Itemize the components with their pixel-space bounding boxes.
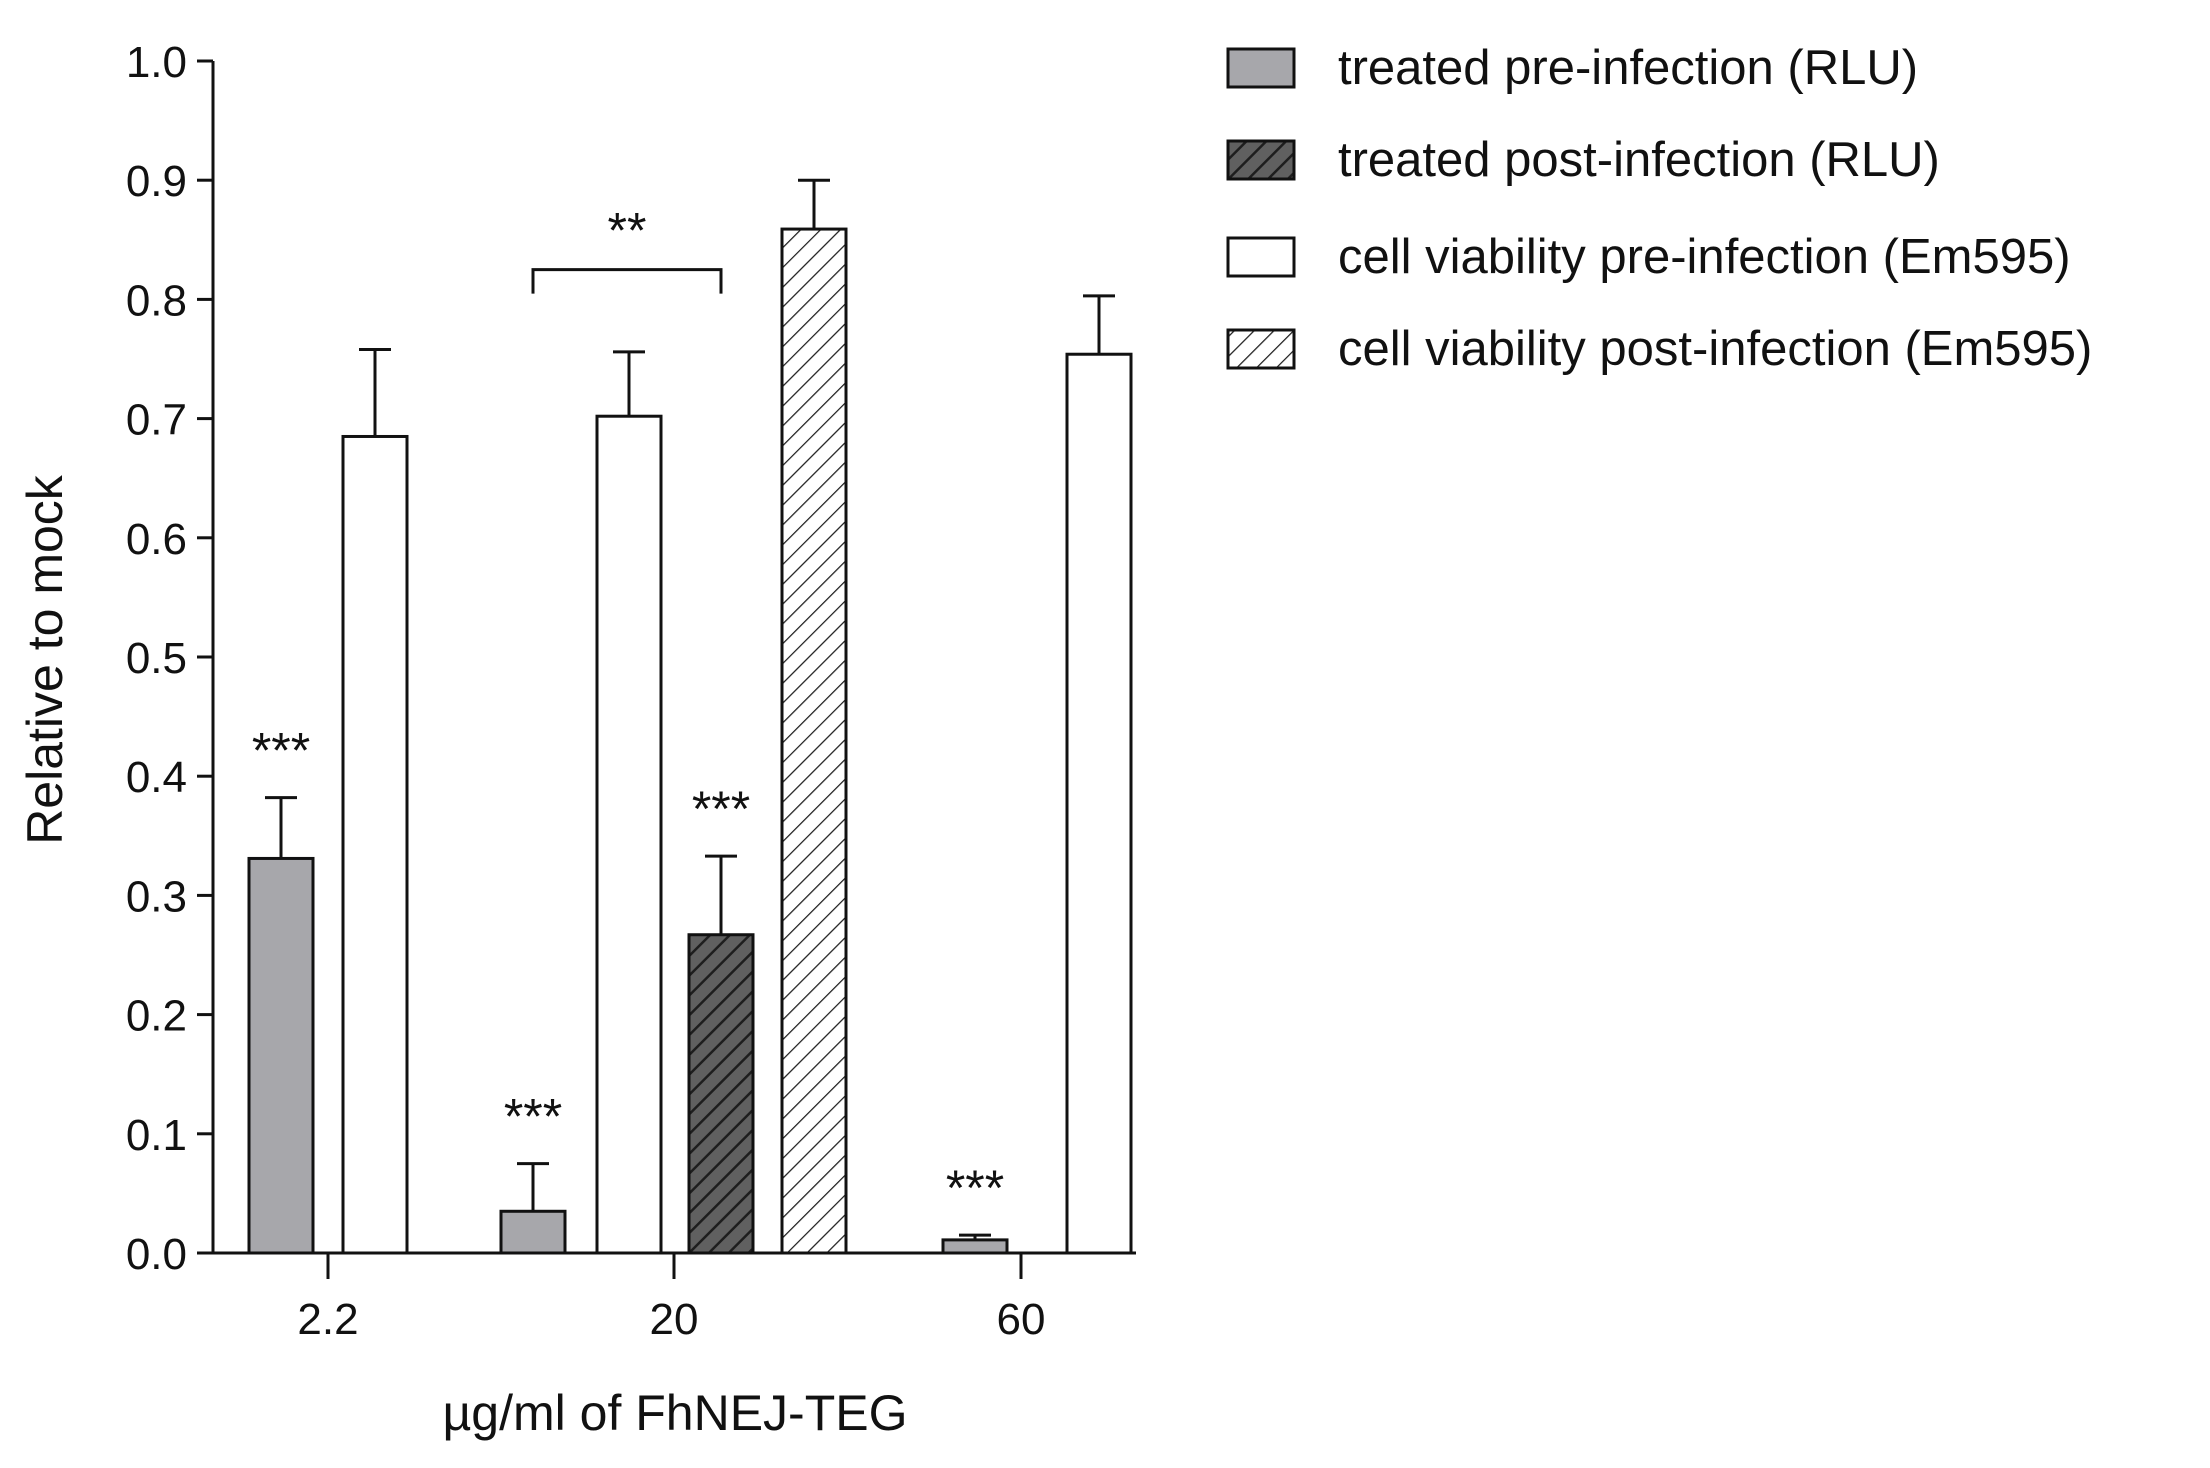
bar <box>941 1238 1009 1255</box>
bars <box>247 178 1133 1255</box>
significance-stars: *** <box>504 1089 562 1145</box>
legend-swatch <box>1226 328 1296 370</box>
legend-label: cell viability pre-infection (Em595) <box>1338 230 2071 284</box>
significance-stars: *** <box>692 781 750 837</box>
significance-bracket <box>531 268 723 294</box>
bar <box>247 856 315 1255</box>
bar <box>341 434 409 1255</box>
legend-label: treated post-infection (RLU) <box>1338 133 1940 187</box>
legend-swatch <box>1226 47 1296 89</box>
significance-stars: *** <box>252 723 310 779</box>
bar <box>595 414 663 1255</box>
legend-swatch <box>1226 236 1296 278</box>
x-axis-label: µg/ml of FhNEJ-TEG <box>443 1385 908 1441</box>
legend-label: treated pre-infection (RLU) <box>1338 41 1918 95</box>
y-tick-label: 0.4 <box>126 753 187 802</box>
x-axis: 2.2 20 60 <box>213 1251 1136 1344</box>
y-tick-label: 0.1 <box>126 1111 187 1160</box>
significance-annotations: ************** <box>252 203 1004 1217</box>
y-tick-label: 0.2 <box>126 992 187 1041</box>
y-tick-label: 0.7 <box>126 396 187 445</box>
legend: treated pre-infection (RLU) treated post-… <box>1226 41 2092 376</box>
y-tick-label: 0.5 <box>126 634 187 683</box>
x-tick-label: 20 <box>650 1295 699 1344</box>
bar <box>1065 352 1133 1255</box>
y-axis-label: Relative to mock <box>17 474 73 845</box>
y-tick-label: 0.6 <box>126 515 187 564</box>
legend-swatch <box>1226 139 1296 181</box>
y-axis: 0.0 0.1 0.2 0.3 0.4 0.5 0.6 0.7 0.8 0.9 1.0 <box>126 38 215 1279</box>
legend-label: cell viability post-infection (Em595) <box>1338 322 2092 376</box>
bar <box>687 933 755 1255</box>
bar <box>499 1209 567 1255</box>
y-tick-label: 0.9 <box>126 157 187 206</box>
significance-stars: *** <box>946 1160 1004 1216</box>
significance-stars: ** <box>608 203 647 259</box>
y-tick-label: 0.0 <box>126 1230 187 1279</box>
y-tick-label: 1.0 <box>126 38 187 87</box>
x-tick-label: 2.2 <box>297 1295 358 1344</box>
y-tick-label: 0.8 <box>126 276 187 325</box>
bar <box>780 227 848 1255</box>
x-tick-label: 60 <box>997 1295 1046 1344</box>
y-tick-label: 0.3 <box>126 872 187 921</box>
